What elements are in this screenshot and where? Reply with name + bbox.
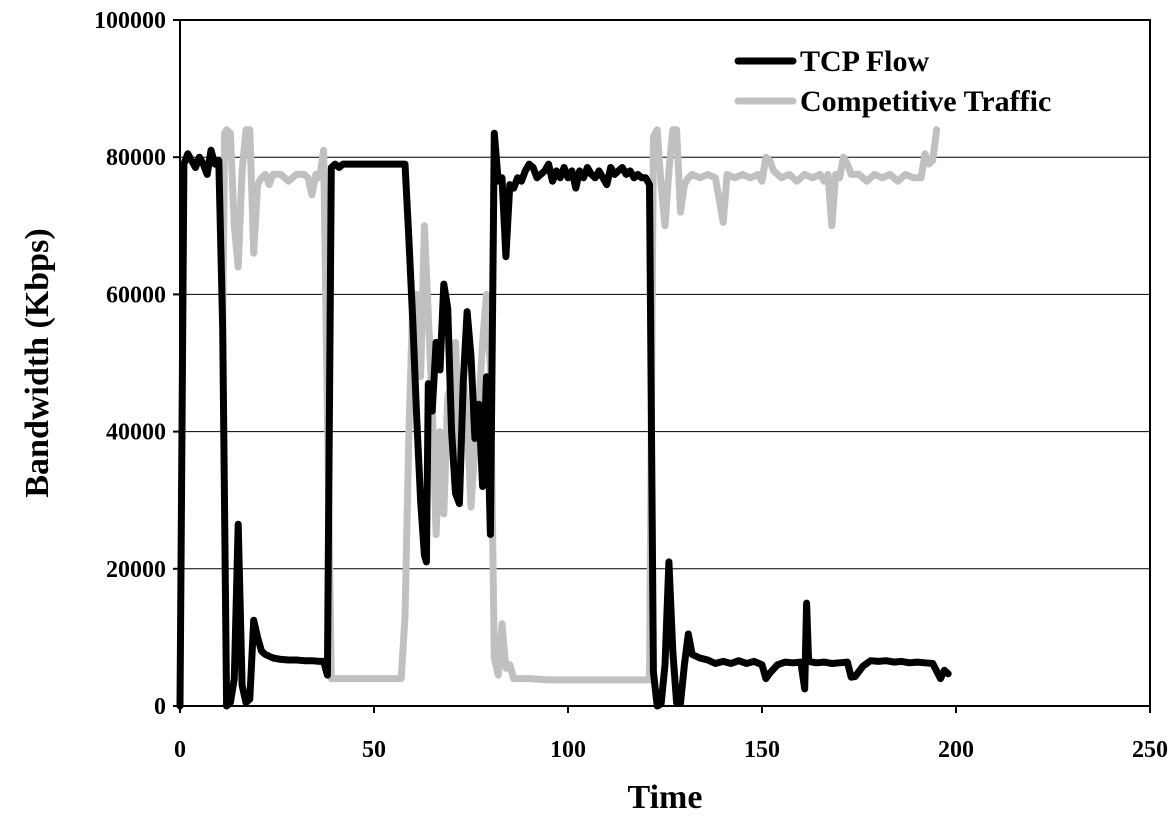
legend-label-competitive-traffic: Competitive Traffic (800, 85, 1051, 118)
series-line-tcp-flow (176, 129, 952, 710)
x-tick-label: 250 (1132, 737, 1168, 763)
x-tick-label: 0 (174, 737, 186, 763)
y-tick-label: 80000 (106, 145, 166, 171)
gridlines (180, 156, 1150, 570)
x-tick-label: 150 (744, 737, 780, 763)
x-tick-label: 50 (362, 737, 386, 763)
x-axis-title: Time (628, 779, 703, 814)
y-axis-ticks: 0 20000 40000 60000 80000 100000 (94, 8, 180, 720)
x-axis-ticks: 0 50 100 150 200 250 (174, 706, 1168, 763)
series-lines (176, 126, 952, 710)
legend-label-tcp-flow: TCP Flow (800, 45, 930, 78)
y-axis-title: Bandwidth (Kbps) (19, 228, 56, 497)
legend: TCP Flow Competitive Traffic (734, 45, 1051, 118)
y-tick-label: 60000 (106, 282, 166, 308)
x-tick-label: 100 (550, 737, 586, 763)
x-tick-label: 200 (938, 737, 974, 763)
series-line-competitive-traffic (219, 126, 941, 684)
y-tick-label: 20000 (106, 557, 166, 583)
y-tick-label: 40000 (106, 420, 166, 446)
y-tick-label: 100000 (94, 8, 166, 34)
y-tick-label: 0 (154, 694, 166, 720)
